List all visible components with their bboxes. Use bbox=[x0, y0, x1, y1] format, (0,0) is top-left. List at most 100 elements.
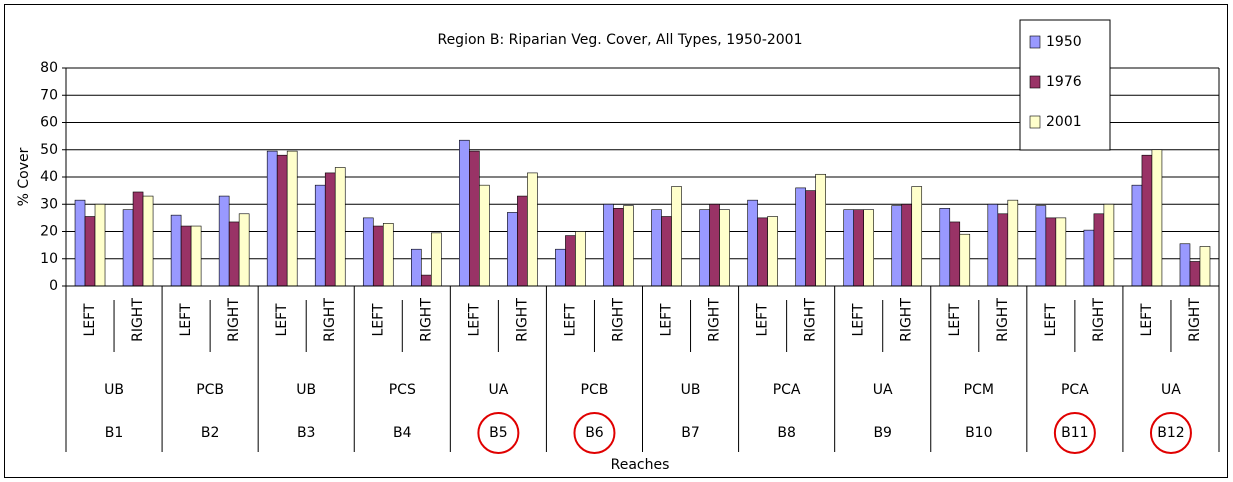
bar bbox=[1007, 199, 1019, 287]
bar bbox=[122, 209, 134, 287]
bar bbox=[699, 209, 710, 287]
bar bbox=[671, 186, 682, 287]
bar bbox=[517, 195, 528, 287]
group-label: UB bbox=[104, 382, 124, 398]
x-tick-label: LEFT bbox=[370, 303, 386, 336]
group-label: UA bbox=[873, 382, 893, 398]
x-tick-label: RIGHT bbox=[707, 298, 723, 342]
x-tick-label: RIGHT bbox=[995, 298, 1011, 342]
group-label: UB bbox=[681, 382, 701, 398]
bar bbox=[1189, 261, 1201, 287]
reach-label: B6 bbox=[585, 425, 604, 441]
bar bbox=[382, 223, 394, 287]
bar bbox=[1045, 217, 1057, 287]
chart-title: Region B: Riparian Veg. Cover, All Types… bbox=[437, 32, 802, 48]
y-tick-label: 60 bbox=[40, 115, 58, 131]
bar bbox=[795, 187, 806, 287]
legend-label: 2001 bbox=[1046, 114, 1082, 130]
x-tick-label: RIGHT bbox=[803, 298, 819, 342]
bar bbox=[767, 216, 778, 287]
x-tick-label: RIGHT bbox=[130, 298, 146, 342]
y-tick-label: 0 bbox=[49, 278, 58, 294]
group-label: PCB bbox=[581, 382, 609, 398]
reach-label: B2 bbox=[201, 425, 220, 441]
bar bbox=[911, 186, 923, 287]
group-label: UB bbox=[296, 382, 316, 398]
bar bbox=[459, 139, 470, 287]
bar bbox=[1141, 154, 1153, 287]
x-tick-label: RIGHT bbox=[610, 298, 626, 342]
bar bbox=[1055, 217, 1067, 287]
x-tick-label: RIGHT bbox=[1187, 298, 1203, 342]
x-tick-label: LEFT bbox=[1139, 303, 1155, 336]
x-tick-label: LEFT bbox=[851, 303, 867, 336]
bar bbox=[238, 213, 250, 287]
bar bbox=[1179, 243, 1191, 287]
bar bbox=[469, 150, 480, 287]
reach-label: B8 bbox=[777, 425, 796, 441]
bar bbox=[132, 191, 144, 287]
y-tick-label: 80 bbox=[40, 60, 58, 76]
bar bbox=[74, 199, 86, 287]
bar bbox=[1131, 184, 1143, 287]
bar bbox=[1103, 203, 1115, 287]
bar bbox=[805, 190, 816, 287]
reach-label: B7 bbox=[681, 425, 700, 441]
group-label: PCB bbox=[196, 382, 224, 398]
bar bbox=[170, 214, 182, 287]
bar bbox=[709, 203, 720, 287]
legend-label: 1950 bbox=[1046, 34, 1082, 50]
x-tick-label: RIGHT bbox=[1091, 298, 1107, 342]
bar bbox=[411, 248, 422, 287]
legend-label: 1976 bbox=[1046, 74, 1082, 90]
bar bbox=[527, 172, 538, 287]
bar bbox=[651, 209, 662, 287]
y-tick-label: 50 bbox=[40, 142, 58, 158]
x-tick-label: RIGHT bbox=[899, 298, 915, 342]
bar bbox=[218, 195, 230, 287]
x-tick-label: LEFT bbox=[659, 303, 675, 336]
bar bbox=[661, 216, 672, 287]
reach-label: B10 bbox=[965, 425, 992, 441]
bar bbox=[1035, 205, 1047, 287]
bar bbox=[479, 184, 490, 287]
x-tick-label: LEFT bbox=[274, 303, 290, 336]
bar bbox=[747, 199, 758, 287]
bar bbox=[843, 209, 854, 287]
bar bbox=[94, 203, 106, 287]
legend-swatch bbox=[1029, 75, 1041, 89]
bar bbox=[180, 225, 192, 287]
highlight-circle bbox=[573, 412, 616, 454]
y-tick-label: 10 bbox=[40, 251, 58, 267]
bar bbox=[142, 195, 154, 287]
reach-label: B3 bbox=[297, 425, 316, 441]
reach-label: B11 bbox=[1061, 425, 1088, 441]
bar bbox=[815, 173, 826, 287]
y-tick-label: 40 bbox=[40, 169, 58, 185]
bar bbox=[891, 205, 903, 287]
bar bbox=[757, 217, 768, 287]
y-tick-label: 30 bbox=[40, 196, 58, 212]
x-tick-label: LEFT bbox=[82, 303, 98, 336]
bar bbox=[228, 221, 240, 287]
bar bbox=[190, 225, 202, 287]
bar bbox=[314, 184, 326, 287]
bar bbox=[286, 150, 298, 287]
bar bbox=[959, 233, 971, 287]
bar bbox=[1083, 229, 1095, 287]
reach-label: B12 bbox=[1157, 425, 1184, 441]
bar bbox=[276, 154, 288, 287]
bar bbox=[1093, 213, 1105, 287]
x-axis-title: Reaches bbox=[611, 457, 670, 473]
x-tick-label: LEFT bbox=[755, 303, 771, 336]
bar bbox=[939, 208, 951, 287]
bar bbox=[901, 203, 913, 287]
x-tick-label: LEFT bbox=[466, 303, 482, 336]
highlight-circle bbox=[477, 412, 520, 454]
bar bbox=[362, 217, 374, 287]
bar bbox=[719, 209, 730, 287]
bar bbox=[623, 205, 634, 287]
bar bbox=[421, 274, 432, 287]
x-tick-label: LEFT bbox=[947, 303, 963, 336]
bar bbox=[555, 248, 566, 287]
